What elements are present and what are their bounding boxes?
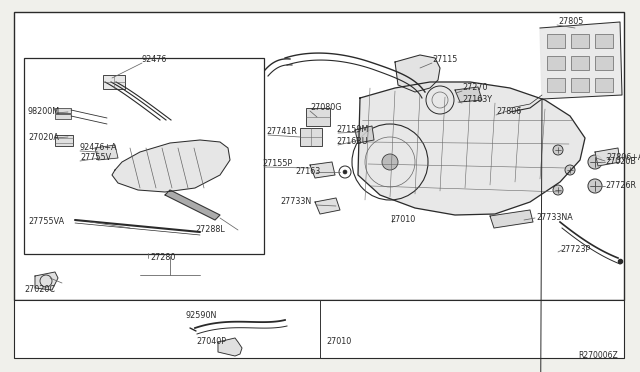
Polygon shape: [395, 55, 440, 92]
Polygon shape: [35, 272, 58, 290]
Polygon shape: [218, 338, 242, 356]
Polygon shape: [315, 198, 340, 214]
Text: 27741R: 27741R: [266, 128, 297, 137]
Bar: [595, 34, 613, 48]
Circle shape: [588, 179, 602, 193]
Bar: [14, 12, 624, 300]
Text: 92476+A: 92476+A: [80, 144, 118, 153]
Polygon shape: [595, 148, 620, 166]
Text: 2716BU: 2716BU: [336, 138, 368, 147]
Bar: [55, 114, 71, 119]
Polygon shape: [112, 140, 230, 192]
Bar: [14, 300, 624, 358]
Text: 27040P: 27040P: [196, 337, 226, 346]
Bar: [547, 78, 565, 92]
Circle shape: [588, 155, 602, 169]
Bar: [595, 56, 613, 70]
Bar: [571, 34, 589, 48]
Text: 27755VA: 27755VA: [28, 218, 64, 227]
Text: 27723P: 27723P: [560, 246, 590, 254]
Text: R270006Z: R270006Z: [579, 352, 618, 360]
Bar: [306, 108, 330, 126]
Text: 27010: 27010: [326, 337, 351, 346]
Text: 27163Y: 27163Y: [462, 96, 492, 105]
Text: 27288L: 27288L: [195, 225, 225, 234]
Bar: [55, 135, 73, 146]
Circle shape: [553, 185, 563, 195]
Text: 27806+A: 27806+A: [606, 154, 640, 163]
Polygon shape: [455, 87, 482, 102]
Polygon shape: [310, 162, 335, 178]
Text: 27270: 27270: [462, 83, 488, 93]
Bar: [55, 108, 71, 113]
Text: 27806: 27806: [496, 108, 521, 116]
Circle shape: [553, 145, 563, 155]
Text: 27280: 27280: [150, 253, 175, 263]
Polygon shape: [490, 210, 533, 228]
Text: 27805: 27805: [558, 17, 584, 26]
Text: 27163: 27163: [295, 167, 320, 176]
Circle shape: [565, 165, 575, 175]
Bar: [595, 78, 613, 92]
Text: 27020C: 27020C: [24, 285, 55, 295]
Text: 27020B: 27020B: [605, 157, 636, 167]
Bar: [547, 34, 565, 48]
Polygon shape: [165, 190, 220, 220]
Text: 92476: 92476: [142, 55, 168, 64]
Polygon shape: [355, 126, 374, 143]
Bar: [571, 56, 589, 70]
Circle shape: [382, 154, 398, 170]
Polygon shape: [540, 22, 622, 99]
Text: 27159M: 27159M: [336, 125, 369, 135]
Text: 27010: 27010: [390, 215, 415, 224]
Bar: [547, 56, 565, 70]
Text: 92590N: 92590N: [185, 311, 216, 321]
Text: 27155P: 27155P: [262, 160, 292, 169]
Text: 27020A: 27020A: [28, 132, 59, 141]
Text: 27726R: 27726R: [605, 182, 636, 190]
Polygon shape: [358, 82, 585, 215]
Polygon shape: [95, 145, 118, 160]
Bar: [571, 78, 589, 92]
Text: 27080G: 27080G: [310, 103, 342, 112]
Bar: [24, 58, 264, 254]
Circle shape: [343, 170, 347, 174]
Bar: [103, 75, 125, 89]
Text: 27115: 27115: [432, 55, 458, 64]
Bar: [300, 128, 322, 146]
Text: 27733N: 27733N: [280, 198, 311, 206]
Text: 98200M: 98200M: [28, 108, 60, 116]
Text: 27755V: 27755V: [80, 154, 111, 163]
Text: 27733NA: 27733NA: [536, 214, 573, 222]
